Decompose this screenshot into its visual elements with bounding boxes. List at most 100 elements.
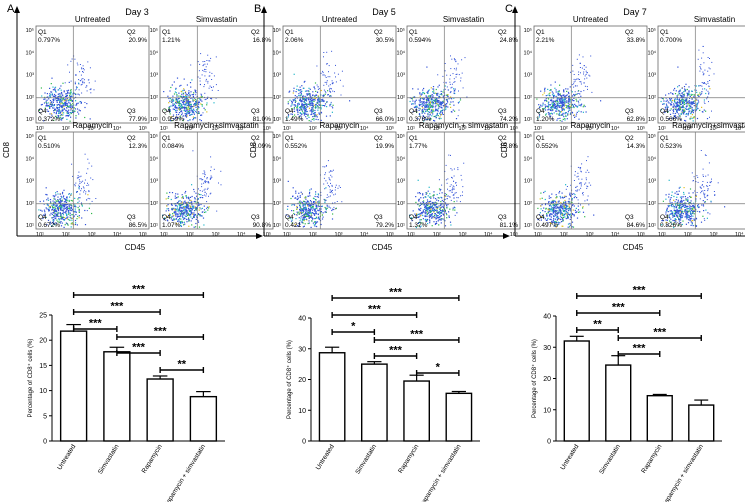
scatter-dot <box>569 192 571 194</box>
scatter-dot <box>573 86 575 88</box>
scatter-dot <box>61 94 63 96</box>
scatter-dot <box>184 104 186 106</box>
scatter-dot <box>575 207 577 209</box>
scatter-dot <box>686 97 688 99</box>
scatter-dot <box>70 210 72 212</box>
scatter-dot <box>580 62 581 64</box>
scatter-dot <box>318 100 320 102</box>
scatter-dot <box>684 90 686 92</box>
quadrant-label-q2: Q2 <box>251 29 260 36</box>
scatter-dot <box>201 104 203 106</box>
scatter-dot <box>60 209 62 211</box>
scatter-dot <box>56 116 58 118</box>
scatter-dot <box>190 211 192 213</box>
scatter-dot <box>548 112 550 114</box>
scatter-dot <box>707 90 709 92</box>
scatter-dot <box>444 85 446 87</box>
scatter-dot <box>430 210 432 212</box>
scatter-dot <box>202 61 204 63</box>
scatter-dot <box>563 101 565 103</box>
scatter-dot <box>305 218 308 220</box>
scatter-dot <box>302 226 304 228</box>
scatter-dot <box>329 179 331 181</box>
scatter-dot <box>680 100 682 102</box>
quadrant-label-q4: Q4 <box>162 108 171 115</box>
scatter-dot <box>187 104 189 106</box>
scatter-dot <box>202 195 204 196</box>
scatter-dot <box>436 94 438 96</box>
scatter-dot <box>44 96 46 98</box>
scatter-dot <box>441 210 443 212</box>
scatter-dot <box>545 113 547 115</box>
scatter-dot <box>294 104 296 106</box>
scatter-dot <box>201 114 203 116</box>
scatter-dot <box>71 208 73 210</box>
scatter-dot <box>328 171 330 173</box>
flow-x-tick-label: 10³ <box>586 232 594 238</box>
scatter-dot <box>62 102 64 105</box>
scatter-dot <box>304 212 307 214</box>
scatter-dot <box>44 211 46 213</box>
scatter-dot <box>421 213 423 215</box>
scatter-dot <box>322 95 324 97</box>
scatter-dot <box>556 99 558 101</box>
scatter-dot <box>72 110 74 112</box>
scatter-dot <box>180 225 182 227</box>
scatter-dot <box>337 73 339 75</box>
scatter-dot <box>61 212 64 214</box>
scatter-dot <box>194 206 196 208</box>
scatter-dot <box>50 94 52 96</box>
panel-letter: C <box>505 3 513 15</box>
scatter-dot <box>202 217 205 219</box>
scatter-dot <box>288 91 290 93</box>
scatter-dot <box>66 200 68 202</box>
scatter-dot <box>314 225 316 227</box>
scatter-dot <box>686 105 688 107</box>
scatter-dot <box>291 222 293 224</box>
scatter-dot <box>191 94 193 96</box>
scatter-dot <box>51 114 53 116</box>
scatter-dot <box>435 92 437 94</box>
scatter-dot <box>323 198 325 200</box>
quadrant-label-q4: Q4 <box>38 214 47 221</box>
scatter-dot <box>307 215 309 217</box>
scatter-dot <box>459 97 461 99</box>
scatter-dot <box>450 199 452 201</box>
scatter-dot <box>67 203 69 205</box>
scatter-dot <box>52 218 54 221</box>
scatter-dot <box>707 57 709 58</box>
scatter-dot <box>78 83 80 85</box>
scatter-dot <box>75 117 77 119</box>
scatter-dot <box>188 111 190 113</box>
scatter-dot <box>167 208 170 210</box>
flow-plot: RapamycinQ10.552%Q219.9%Q40.421Q379.2%10… <box>273 121 397 238</box>
scatter-dot <box>662 98 664 100</box>
scatter-dot <box>665 103 668 105</box>
scatter-dot <box>61 217 63 219</box>
scatter-dot <box>422 107 424 109</box>
scatter-dot <box>38 209 40 211</box>
scatter-dot <box>544 211 546 213</box>
scatter-dot <box>77 102 79 104</box>
scatter-dot <box>327 94 329 96</box>
scatter-dot <box>193 117 195 119</box>
scatter-dot <box>422 115 424 117</box>
scatter-dot <box>316 116 318 118</box>
scatter-dot <box>562 225 564 227</box>
scatter-dot <box>709 88 711 90</box>
quadrant-value-q3: 90.8% <box>253 222 272 229</box>
scatter-dot <box>56 200 58 203</box>
scatter-dot <box>60 205 62 207</box>
scatter-dot <box>688 101 690 103</box>
scatter-dot <box>176 94 178 96</box>
scatter-dot <box>697 107 699 110</box>
scatter-dot <box>62 196 64 198</box>
scatter-dot <box>78 89 80 91</box>
scatter-dot <box>64 205 66 207</box>
scatter-dot <box>569 213 572 215</box>
scatter-dot <box>187 213 189 215</box>
scatter-dot <box>300 105 302 107</box>
scatter-dot <box>438 197 440 199</box>
scatter-dot <box>66 197 68 199</box>
scatter-dot <box>205 66 207 68</box>
